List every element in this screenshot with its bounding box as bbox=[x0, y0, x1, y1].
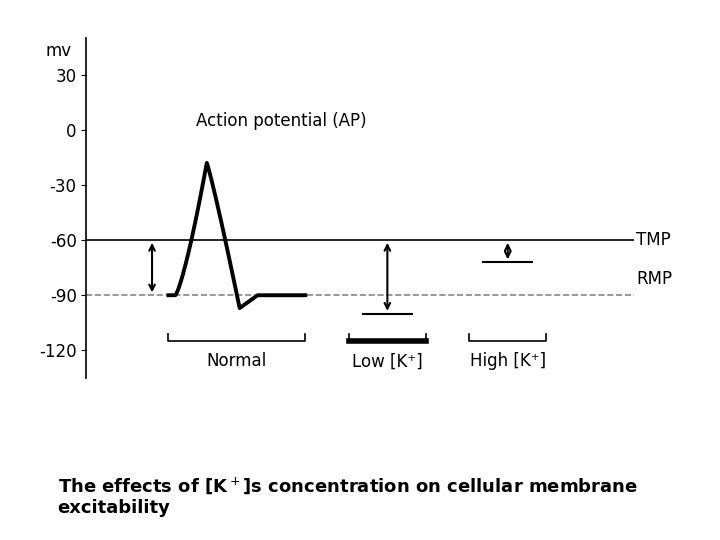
Text: Action potential (AP): Action potential (AP) bbox=[196, 112, 366, 130]
Text: The effects of [K$^+$]s concentration on cellular membrane
excitability: The effects of [K$^+$]s concentration on… bbox=[58, 475, 638, 517]
Text: High [K⁺]: High [K⁺] bbox=[469, 352, 546, 370]
Text: TMP: TMP bbox=[636, 231, 671, 249]
Text: Low [K⁺]: Low [K⁺] bbox=[352, 352, 423, 370]
Text: RMP: RMP bbox=[636, 270, 672, 288]
Text: Normal: Normal bbox=[207, 352, 267, 370]
Text: mv: mv bbox=[46, 42, 72, 60]
